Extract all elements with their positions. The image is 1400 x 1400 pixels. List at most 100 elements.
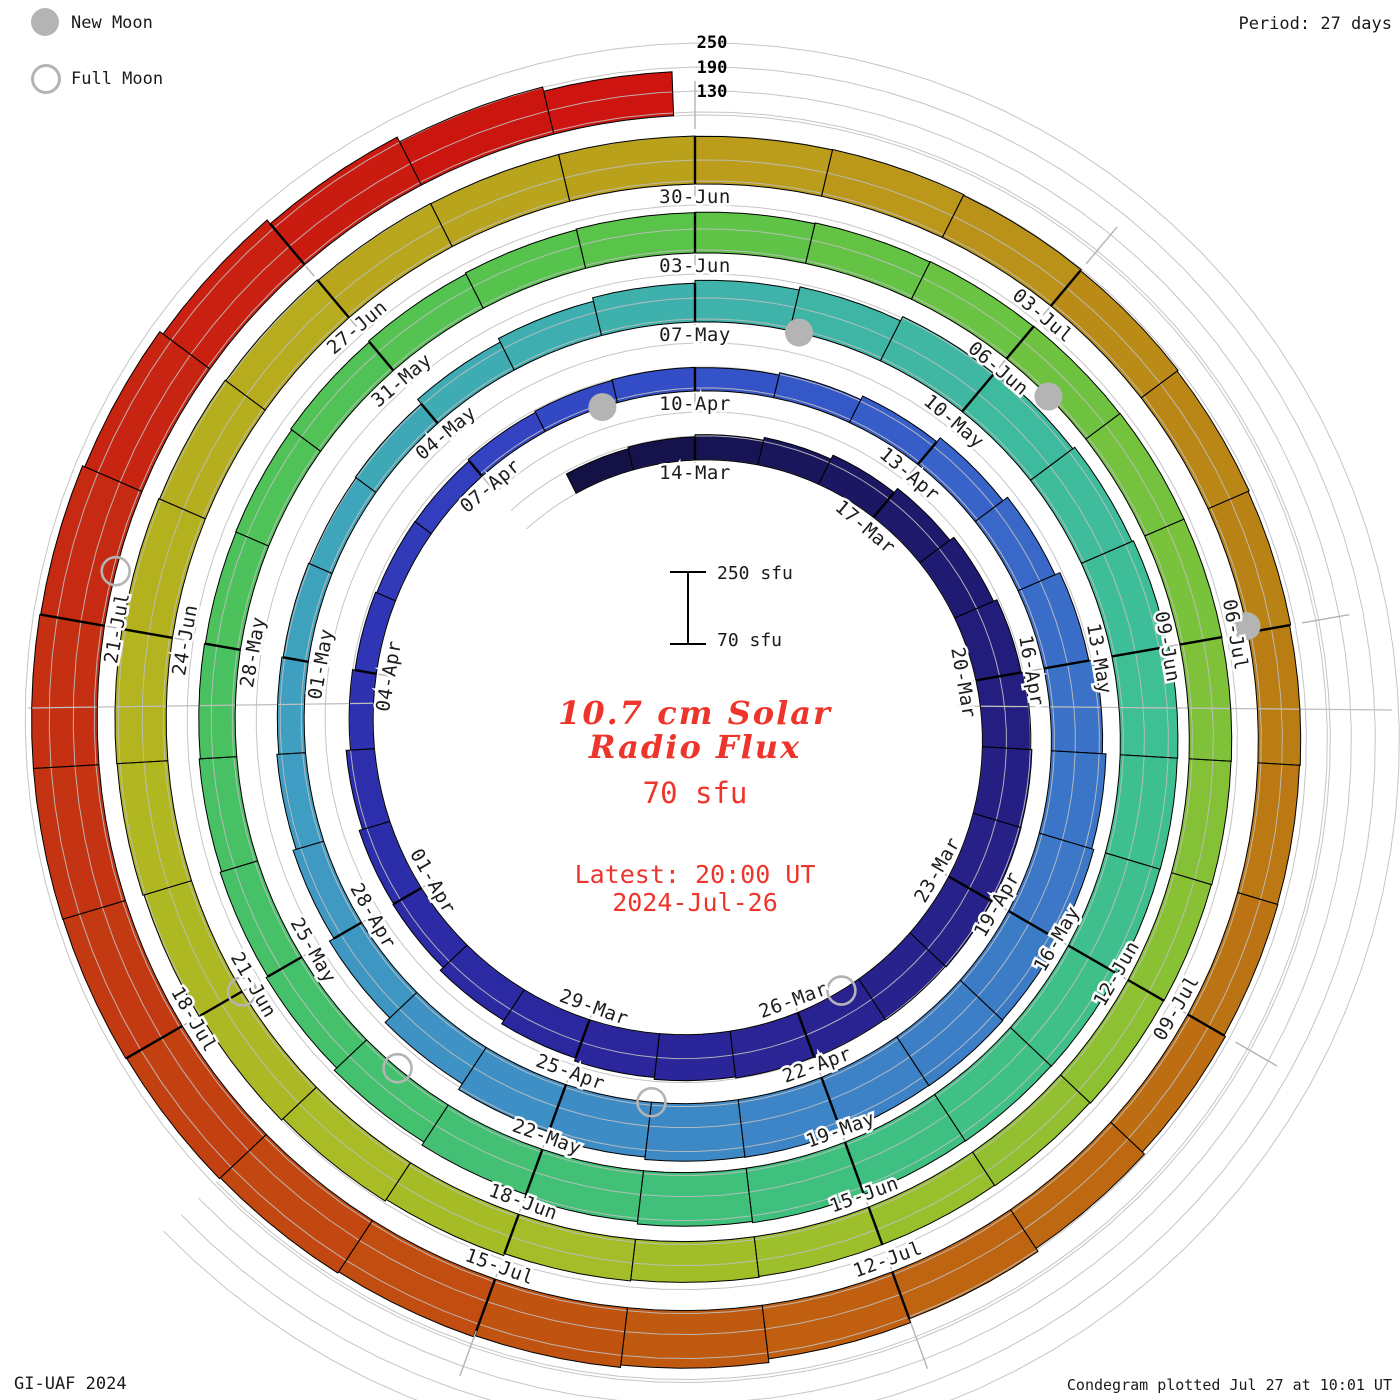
gridline-spiral-130sfu <box>72 90 1352 1400</box>
flux-day-segment <box>458 1047 566 1132</box>
date-tick <box>438 424 448 436</box>
flux-day-outline <box>1207 490 1292 634</box>
new-moon-marker <box>1232 612 1261 641</box>
date-tick <box>952 412 962 424</box>
flux-day-segment <box>355 403 438 493</box>
flux-day-outline <box>421 1104 543 1196</box>
flux-day-segment <box>399 87 554 185</box>
flux-day-outline <box>84 330 211 493</box>
three-day-divider <box>975 671 1022 682</box>
flux-day-outline <box>820 148 965 239</box>
flux-day-segment <box>620 1305 769 1369</box>
flux-day-outline <box>225 279 350 411</box>
date-tick <box>1164 644 1179 648</box>
flux-day-segment <box>122 498 206 638</box>
new-moon-marker <box>785 318 814 347</box>
flux-day-outline <box>265 956 368 1069</box>
date-tick <box>1235 1041 1278 1067</box>
flux-day-segment <box>144 880 243 1017</box>
date-tick <box>394 371 404 383</box>
flux-day-segment <box>1081 540 1168 657</box>
three-day-divider <box>524 1149 544 1195</box>
flux-day-segment <box>200 991 317 1121</box>
flux-day-outline <box>348 669 377 751</box>
flux-day-outline <box>198 756 259 873</box>
three-day-divider <box>1049 269 1082 307</box>
flux-day-segment <box>40 465 142 626</box>
flux-day-segment <box>942 195 1082 306</box>
three-day-divider <box>368 341 395 372</box>
flux-day-segment <box>954 599 1022 681</box>
date-tick <box>242 649 256 654</box>
chart-title-line1: 10.7 cm Solar <box>558 694 832 732</box>
three-day-divider <box>1007 909 1059 941</box>
three-day-divider <box>574 1019 591 1059</box>
flux-day-outline <box>941 194 1082 307</box>
full-moon-icon <box>31 64 61 94</box>
date-tick <box>935 868 948 877</box>
radial-axis-label-130: 130 <box>696 82 728 102</box>
flux-day-outline <box>457 1046 567 1133</box>
flux-day-segment <box>309 477 376 574</box>
flux-day-segment <box>1128 872 1212 1001</box>
flux-day-outline <box>198 642 241 760</box>
flux-day-segment <box>644 1099 745 1162</box>
flux-day-segment <box>1208 491 1291 633</box>
scalebar-top-label: 250 sfu <box>717 563 793 584</box>
date-label: 07-May <box>659 324 731 346</box>
plotted-timestamp-label: Condegram plotted Jul 27 at 10:01 UT <box>1066 1376 1392 1394</box>
flux-day-segment <box>730 1012 814 1079</box>
flux-day-segment <box>283 1087 411 1202</box>
flux-day-outline <box>653 1030 737 1082</box>
radial-axis-label-190: 190 <box>696 58 728 78</box>
flux-day-outline <box>398 86 555 186</box>
flux-day-segment <box>738 1077 842 1158</box>
flux-day-segment <box>976 672 1031 750</box>
flux-day-outline <box>1050 269 1179 399</box>
flux-day-outline <box>269 136 422 266</box>
flux-day-outline <box>358 820 422 905</box>
date-tick <box>482 477 493 489</box>
flux-day-segment <box>910 876 992 967</box>
date-tick <box>839 1127 846 1141</box>
flux-day-segment <box>334 1039 449 1143</box>
flux-day-segment <box>422 1105 543 1195</box>
flux-day-segment <box>290 342 394 452</box>
flux-day-segment <box>1237 762 1300 905</box>
gridline-spiral-250sfu <box>24 42 1400 1400</box>
date-tick <box>183 1017 196 1026</box>
three-day-divider <box>1179 635 1222 646</box>
scalebar-bottom-label: 70 sfu <box>717 630 783 651</box>
flux-day-segment <box>934 1027 1052 1142</box>
flux-day-segment <box>1179 637 1232 762</box>
flux-day-segment <box>276 752 324 850</box>
flux-day-segment <box>821 1036 929 1133</box>
flux-day-segment <box>746 1142 864 1223</box>
three-day-divider <box>316 279 350 319</box>
date-tick <box>1040 306 1051 318</box>
flux-day-segment <box>220 860 302 977</box>
flux-day-outline <box>644 1099 746 1162</box>
date-tick <box>518 1199 525 1213</box>
flux-day-outline <box>276 656 309 755</box>
flux-day-segment <box>198 643 241 759</box>
flux-day-segment <box>849 396 937 465</box>
flux-day-segment <box>892 1209 1038 1319</box>
three-day-divider <box>503 1213 520 1255</box>
date-label: 14-Mar <box>659 462 731 484</box>
flux-day-segment <box>293 841 362 939</box>
date-label: 30-Jun <box>659 186 731 208</box>
flux-day-outline <box>909 875 993 968</box>
date-tick <box>310 661 324 666</box>
flux-day-segment <box>1008 833 1094 940</box>
three-day-divider <box>843 1141 865 1195</box>
flux-day-segment <box>845 1094 966 1195</box>
flux-day-segment <box>498 301 602 370</box>
flux-day-outline <box>219 860 303 978</box>
flux-day-segment <box>1110 1014 1226 1153</box>
flux-day-segment <box>392 888 467 968</box>
three-day-divider <box>205 642 241 652</box>
flux-day-outline <box>121 498 207 639</box>
flux-day-outline <box>573 1019 661 1078</box>
flux-day-outline <box>797 978 886 1059</box>
